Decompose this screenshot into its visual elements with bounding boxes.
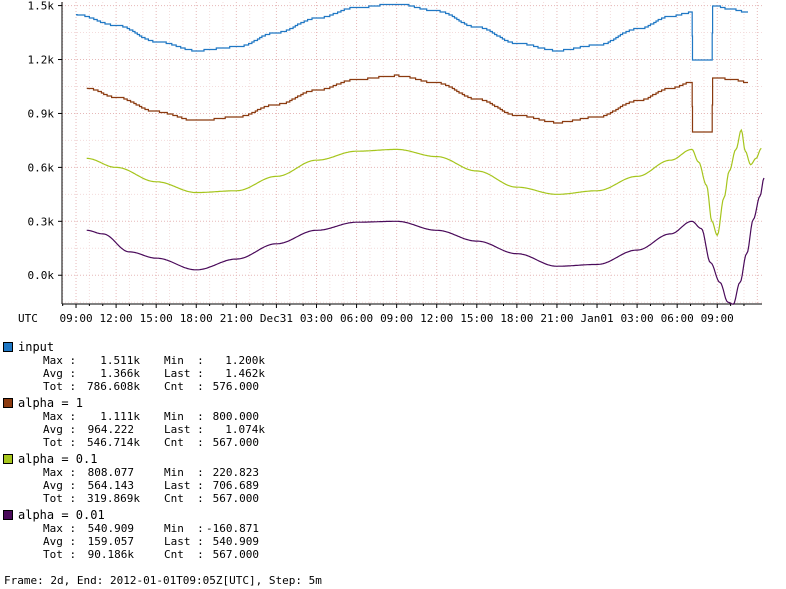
stat-min-value: 220.823 xyxy=(212,466,259,479)
stat-avg-label: Avg : xyxy=(43,367,77,380)
y-tick-label: 0.6k xyxy=(28,161,55,174)
stat-last-value: 1.462k xyxy=(225,367,265,380)
legend-swatch-alpha-1 xyxy=(3,398,13,408)
stat-cnt-value: 567.000 xyxy=(212,492,259,505)
stat-min-label: Min : xyxy=(164,466,204,479)
x-tick-label: 03:00 xyxy=(621,312,654,325)
stat-avg-label: Avg : xyxy=(43,423,77,436)
stat-max-label: Max : xyxy=(43,466,77,479)
y-tick-label: 0.3k xyxy=(28,215,55,228)
stat-max-value: 540.909 xyxy=(87,522,134,535)
stat-cnt-value: 576.000 xyxy=(212,380,259,393)
legend-label: alpha = 0.1 xyxy=(18,452,98,466)
stat-tot-label: Tot : xyxy=(43,548,77,561)
y-tick-label: 0.9k xyxy=(28,107,55,120)
stat-avg-label: Avg : xyxy=(43,479,77,492)
stat-avg-value: 159.057 xyxy=(87,535,134,548)
legend-entry-alpha-0-1: alpha = 0.1 Max : 808.077 Min : 220.823 … xyxy=(0,450,786,506)
x-tick-label: 12:00 xyxy=(420,312,453,325)
stat-cnt-label: Cnt : xyxy=(164,548,204,561)
x-tick-label: Jan01 xyxy=(580,312,613,325)
y-tick-label: 0.0k xyxy=(28,269,55,282)
stat-max-label: Max : xyxy=(43,410,77,423)
stat-min-value: 800.000 xyxy=(212,410,259,423)
x-tick-label: 21:00 xyxy=(540,312,573,325)
stat-tot-value: 90.186k xyxy=(87,548,134,561)
stat-cnt-label: Cnt : xyxy=(164,492,204,505)
stat-last-value: 540.909 xyxy=(212,535,259,548)
stat-avg-value: 564.143 xyxy=(87,479,134,492)
stat-tot-label: Tot : xyxy=(43,436,77,449)
footer-summary: Frame: 2d, End: 2012-01-01T09:05Z[UTC], … xyxy=(4,574,322,587)
stat-tot-label: Tot : xyxy=(43,380,77,393)
stat-cnt-value: 567.000 xyxy=(212,436,259,449)
x-tick-label: 09:00 xyxy=(701,312,734,325)
y-tick-label: 1.2k xyxy=(28,54,55,67)
stat-tot-value: 786.608k xyxy=(87,380,140,393)
legend-label: input xyxy=(18,340,55,354)
legend-entry-input: input Max : 1.511k Min : 1.200k Avg : 1.… xyxy=(0,338,786,394)
stat-cnt-label: Cnt : xyxy=(164,436,204,449)
stat-max-value: 1.511k xyxy=(100,354,140,367)
legend-label: alpha = 0.01 xyxy=(18,508,105,522)
stat-max-label: Max : xyxy=(43,522,77,535)
stat-last-label: Last : xyxy=(164,535,204,548)
x-tick-label: 09:00 xyxy=(59,312,92,325)
series-line-alpha-0-1 xyxy=(86,128,762,237)
stat-last-value: 706.689 xyxy=(212,479,259,492)
stat-min-label: Min : xyxy=(164,522,204,535)
legend-entry-alpha-0-01: alpha = 0.01 Max : 540.909 Min : -160.87… xyxy=(0,506,786,562)
x-tick-label: 18:00 xyxy=(180,312,213,325)
stat-min-value: -160.871 xyxy=(206,522,259,535)
x-tick-label: 12:00 xyxy=(100,312,133,325)
stat-avg-value: 964.222 xyxy=(87,423,134,436)
stat-max-value: 808.077 xyxy=(87,466,134,479)
stat-tot-label: Tot : xyxy=(43,492,77,505)
x-tick-label: 15:00 xyxy=(460,312,493,325)
stat-tot-value: 319.869k xyxy=(87,492,140,505)
series-line-alpha-0-01 xyxy=(86,177,765,305)
legend-swatch-alpha-0-1 xyxy=(3,454,13,464)
stat-last-value: 1.074k xyxy=(225,423,265,436)
x-tick-label: Dec31 xyxy=(260,312,293,325)
legend-label: alpha = 1 xyxy=(18,396,84,410)
stat-last-label: Last : xyxy=(164,423,204,436)
x-axis-timezone-label: UTC xyxy=(18,312,38,325)
stat-max-value: 1.111k xyxy=(100,410,140,423)
legend-swatch-input xyxy=(3,342,13,352)
x-tick-label: 21:00 xyxy=(220,312,253,325)
legend-swatch-alpha-0-01 xyxy=(3,510,13,520)
series-line-alpha-1 xyxy=(86,74,748,133)
stat-last-label: Last : xyxy=(164,367,204,380)
x-tick-label: 03:00 xyxy=(300,312,333,325)
x-tick-label: 15:00 xyxy=(140,312,173,325)
y-tick-label: 1.5k xyxy=(28,0,55,13)
stat-min-label: Min : xyxy=(164,354,204,367)
stat-avg-label: Avg : xyxy=(43,535,77,548)
stat-cnt-value: 567.000 xyxy=(212,548,259,561)
x-tick-label: 09:00 xyxy=(380,312,413,325)
stat-tot-value: 546.714k xyxy=(87,436,140,449)
stat-max-label: Max : xyxy=(43,354,77,367)
chart-area: 1.5k 1.2k 0.9k 0.6k 0.3k 0.0k UTC 09:00 12:00 15:… xyxy=(18,0,765,325)
legend: input Max : 1.511k Min : 1.200k Avg : 1.… xyxy=(0,338,786,562)
stat-min-label: Min : xyxy=(164,410,204,423)
x-tick-label: 18:00 xyxy=(500,312,533,325)
stat-cnt-label: Cnt : xyxy=(164,380,204,393)
x-tick-label: 06:00 xyxy=(661,312,694,325)
stat-avg-value: 1.366k xyxy=(100,367,140,380)
series-line-input xyxy=(76,3,748,61)
x-tick-label: 06:00 xyxy=(340,312,373,325)
legend-entry-alpha-1: alpha = 1 Max : 1.111k Min : 800.000 Avg… xyxy=(0,394,786,450)
stat-min-value: 1.200k xyxy=(225,354,265,367)
stat-last-label: Last : xyxy=(164,479,204,492)
